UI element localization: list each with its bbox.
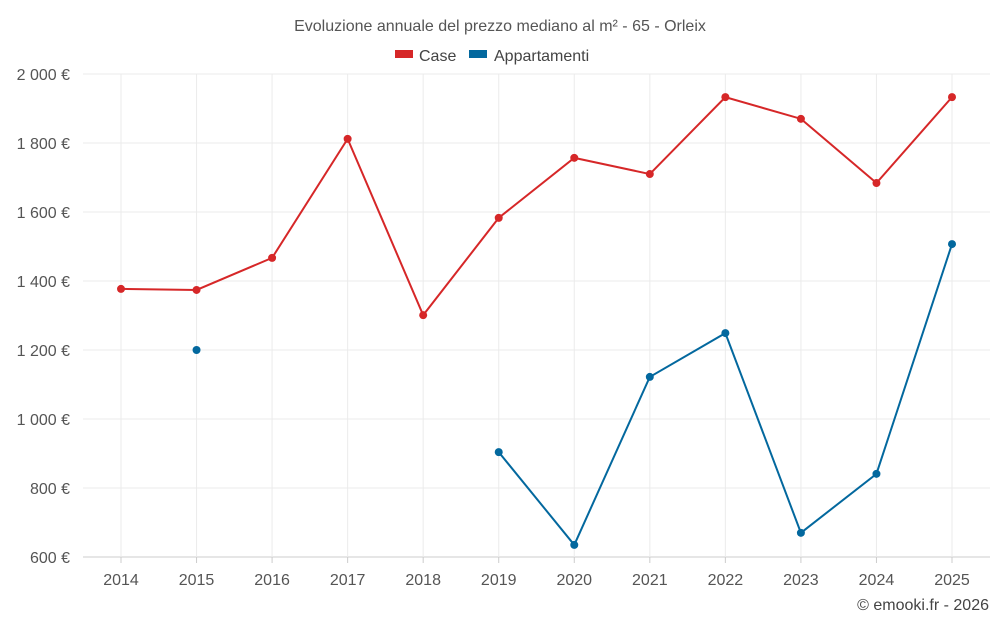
data-point-appartamenti <box>872 469 881 478</box>
x-tick-label: 2024 <box>859 572 895 589</box>
data-point-case <box>117 284 125 293</box>
x-tick-label: 2017 <box>330 572 366 589</box>
legend-label-case: Case <box>419 48 456 65</box>
data-point-case <box>343 134 352 143</box>
x-tick-label: 2025 <box>934 572 970 589</box>
data-point-appartamenti <box>192 346 201 354</box>
data-point-case <box>948 93 956 102</box>
x-tick-label: 2023 <box>783 572 819 589</box>
x-tick-label: 2020 <box>556 572 592 589</box>
data-point-case <box>872 179 881 188</box>
data-point-appartamenti <box>645 372 654 381</box>
y-tick-label: 1 200 € <box>17 343 70 360</box>
data-point-case <box>645 170 654 179</box>
series-line-case <box>120 95 953 318</box>
data-point-appartamenti <box>570 540 579 549</box>
x-tick-label: 2022 <box>708 572 744 589</box>
data-point-case <box>419 311 428 320</box>
x-tick-label: 2018 <box>405 572 441 589</box>
x-tick-label: 2016 <box>254 572 290 589</box>
data-point-appartamenti <box>494 448 503 457</box>
data-point-case <box>494 213 503 222</box>
data-point-case <box>192 285 201 294</box>
legend-swatch-case <box>395 50 413 58</box>
y-tick-label: 1 800 € <box>17 136 70 153</box>
x-tick-label: 2021 <box>632 572 668 589</box>
data-point-case <box>268 253 277 262</box>
credit-text: © emooki.fr - 2026 <box>857 597 989 614</box>
data-point-appartamenti <box>721 329 730 338</box>
y-tick-label: 1 600 € <box>17 205 70 222</box>
data-point-case <box>721 93 730 102</box>
y-tick-label: 1 000 € <box>17 412 70 429</box>
x-tick-label: 2019 <box>481 572 517 589</box>
data-point-appartamenti <box>948 240 956 249</box>
x-tick-label: 2015 <box>179 572 215 589</box>
x-tick-label: 2014 <box>103 572 139 589</box>
y-tick-label: 800 € <box>30 481 70 498</box>
data-point-case <box>570 153 579 162</box>
data-point-appartamenti <box>796 528 805 537</box>
y-tick-label: 2 000 € <box>17 67 70 84</box>
chart-title: Evoluzione annuale del prezzo mediano al… <box>294 18 706 35</box>
legend-swatch-appartamenti <box>469 50 487 58</box>
y-tick-label: 1 400 € <box>17 274 70 291</box>
y-tick-label: 600 € <box>30 550 70 567</box>
legend-label-appartamenti: Appartamenti <box>494 48 589 65</box>
data-point-case <box>796 114 805 123</box>
